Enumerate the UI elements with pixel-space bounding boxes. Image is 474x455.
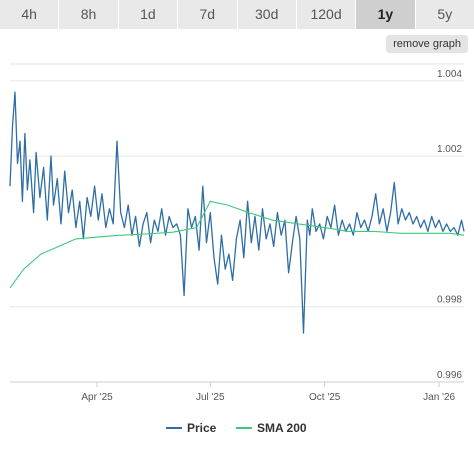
x-tick-label: Oct '25 [309, 392, 341, 403]
tab-120d[interactable]: 120d [296, 0, 357, 29]
tab-4h[interactable]: 4h [0, 0, 60, 29]
tab-5y[interactable]: 5y [415, 0, 474, 29]
legend-price-label: Price [187, 421, 217, 435]
series-lines [9, 91, 465, 334]
price-series-line [9, 91, 465, 334]
x-axis-ticks: Apr '25 Jul '25 Oct '25 Jan '26 [81, 382, 456, 403]
grid-lines [10, 63, 464, 383]
tab-1d[interactable]: 1d [118, 0, 179, 29]
tab-7d[interactable]: 7d [178, 0, 238, 29]
tab-8h[interactable]: 8h [59, 0, 119, 29]
tab-1y[interactable]: 1y [356, 0, 416, 29]
y-axis-ticks: 0.996 0.998 1.002 1.004 [437, 69, 462, 381]
legend: Price SMA 200 [166, 421, 307, 435]
remove-graph-button[interactable]: remove graph [386, 35, 468, 53]
y-tick-label: 0.998 [437, 295, 462, 306]
y-tick-label: 1.002 [437, 144, 462, 155]
y-tick-label: 1.004 [437, 69, 462, 80]
price-chart: 0.996 0.998 1.002 1.004 Apr '25 Jul '25 Oct '… [9, 63, 465, 435]
x-tick-label: Jul '25 [196, 392, 225, 403]
x-tick-label: Jan '26 [423, 392, 455, 403]
y-tick-label: 0.996 [437, 370, 462, 381]
timeframe-tabs: 4h 8h 1d 7d 30d 120d 1y 5y [0, 0, 474, 29]
legend-sma-200-label: SMA 200 [257, 421, 307, 435]
tab-30d[interactable]: 30d [237, 0, 297, 29]
sma-200-series-line [9, 200, 465, 289]
x-tick-label: Apr '25 [81, 392, 113, 403]
